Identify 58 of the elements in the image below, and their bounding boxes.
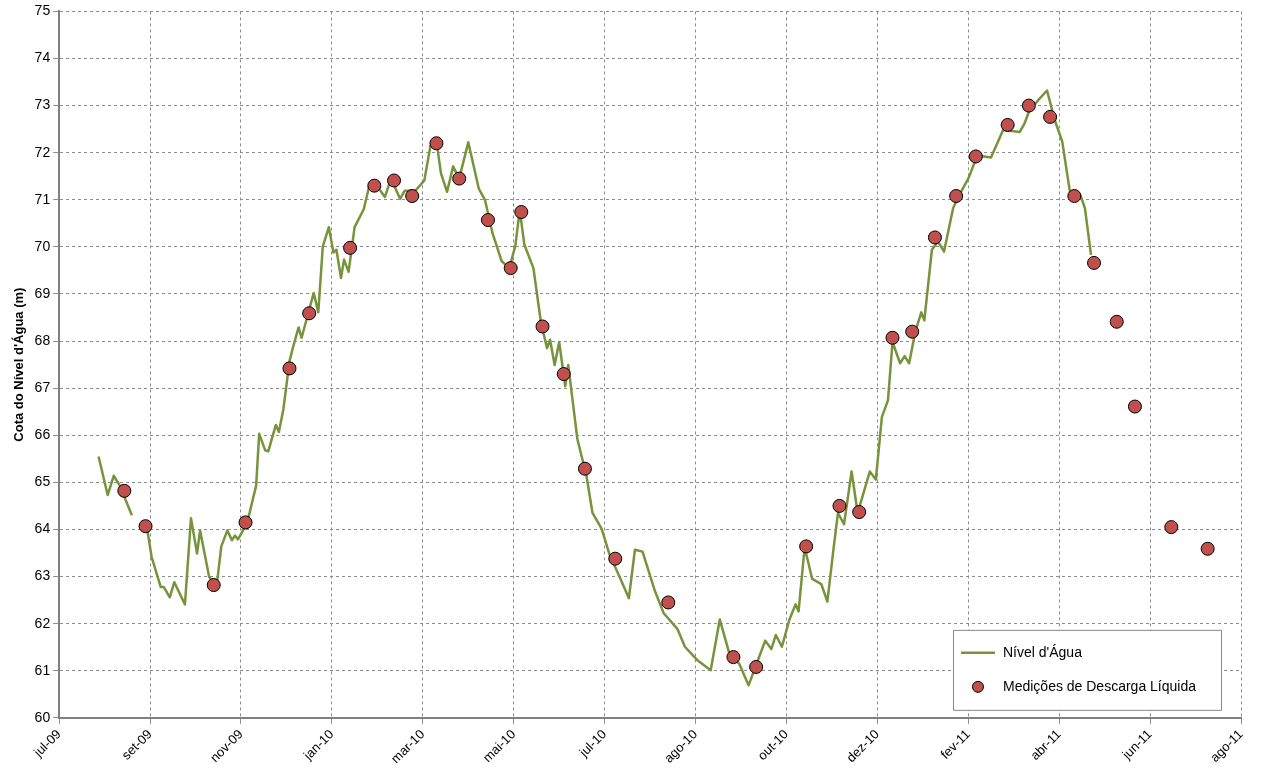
point [117,483,132,498]
point [206,578,221,593]
y-tick-label: 62 [34,614,51,631]
point [429,136,444,151]
point [1200,541,1215,556]
y-tick-label: 61 [34,661,51,678]
y-axis-title: Cota do Nível d'Água (m) [11,287,27,442]
point [367,178,382,193]
point [387,173,402,188]
y-tick-label: 69 [34,284,51,301]
point [1000,117,1015,132]
point [535,319,550,334]
point [799,539,814,554]
y-tick-label: 63 [34,567,51,584]
point [405,189,420,204]
y-tick-label: 66 [34,426,51,443]
y-tick-label: 64 [34,520,51,537]
point [852,505,867,520]
point [556,367,571,382]
point [343,240,358,255]
point [503,261,518,276]
point [577,461,592,476]
y-tick-label: 72 [34,143,51,160]
point [885,330,900,345]
point [749,659,764,674]
point [1164,520,1179,535]
y-tick-label: 70 [34,237,51,254]
point [302,306,317,321]
point [608,551,623,566]
y-tick-label: 68 [34,331,51,348]
point [927,230,942,245]
point [138,519,153,534]
point [1021,98,1036,113]
point [661,595,676,610]
y-tick-label: 71 [34,190,51,207]
point [1109,314,1124,329]
point [282,361,297,376]
legend-label: Medições de Descarga Líquida [1002,677,1197,694]
y-tick-label: 74 [34,49,51,66]
point [480,213,495,228]
point [238,515,253,530]
y-tick-label: 65 [34,473,51,490]
point [949,189,964,204]
legend-label: Nível d'Água [1002,643,1083,660]
y-tick-label: 67 [34,379,51,396]
point [1087,255,1102,270]
point [905,324,920,339]
point [832,498,847,513]
point [452,171,467,186]
point [1067,189,1082,204]
point [1127,399,1142,414]
y-tick-label: 75 [34,2,51,19]
y-tick-label: 60 [34,708,51,725]
point [968,149,983,164]
point [514,205,529,220]
y-tick-label: 73 [34,96,51,113]
point [726,650,741,665]
point [1043,109,1058,124]
